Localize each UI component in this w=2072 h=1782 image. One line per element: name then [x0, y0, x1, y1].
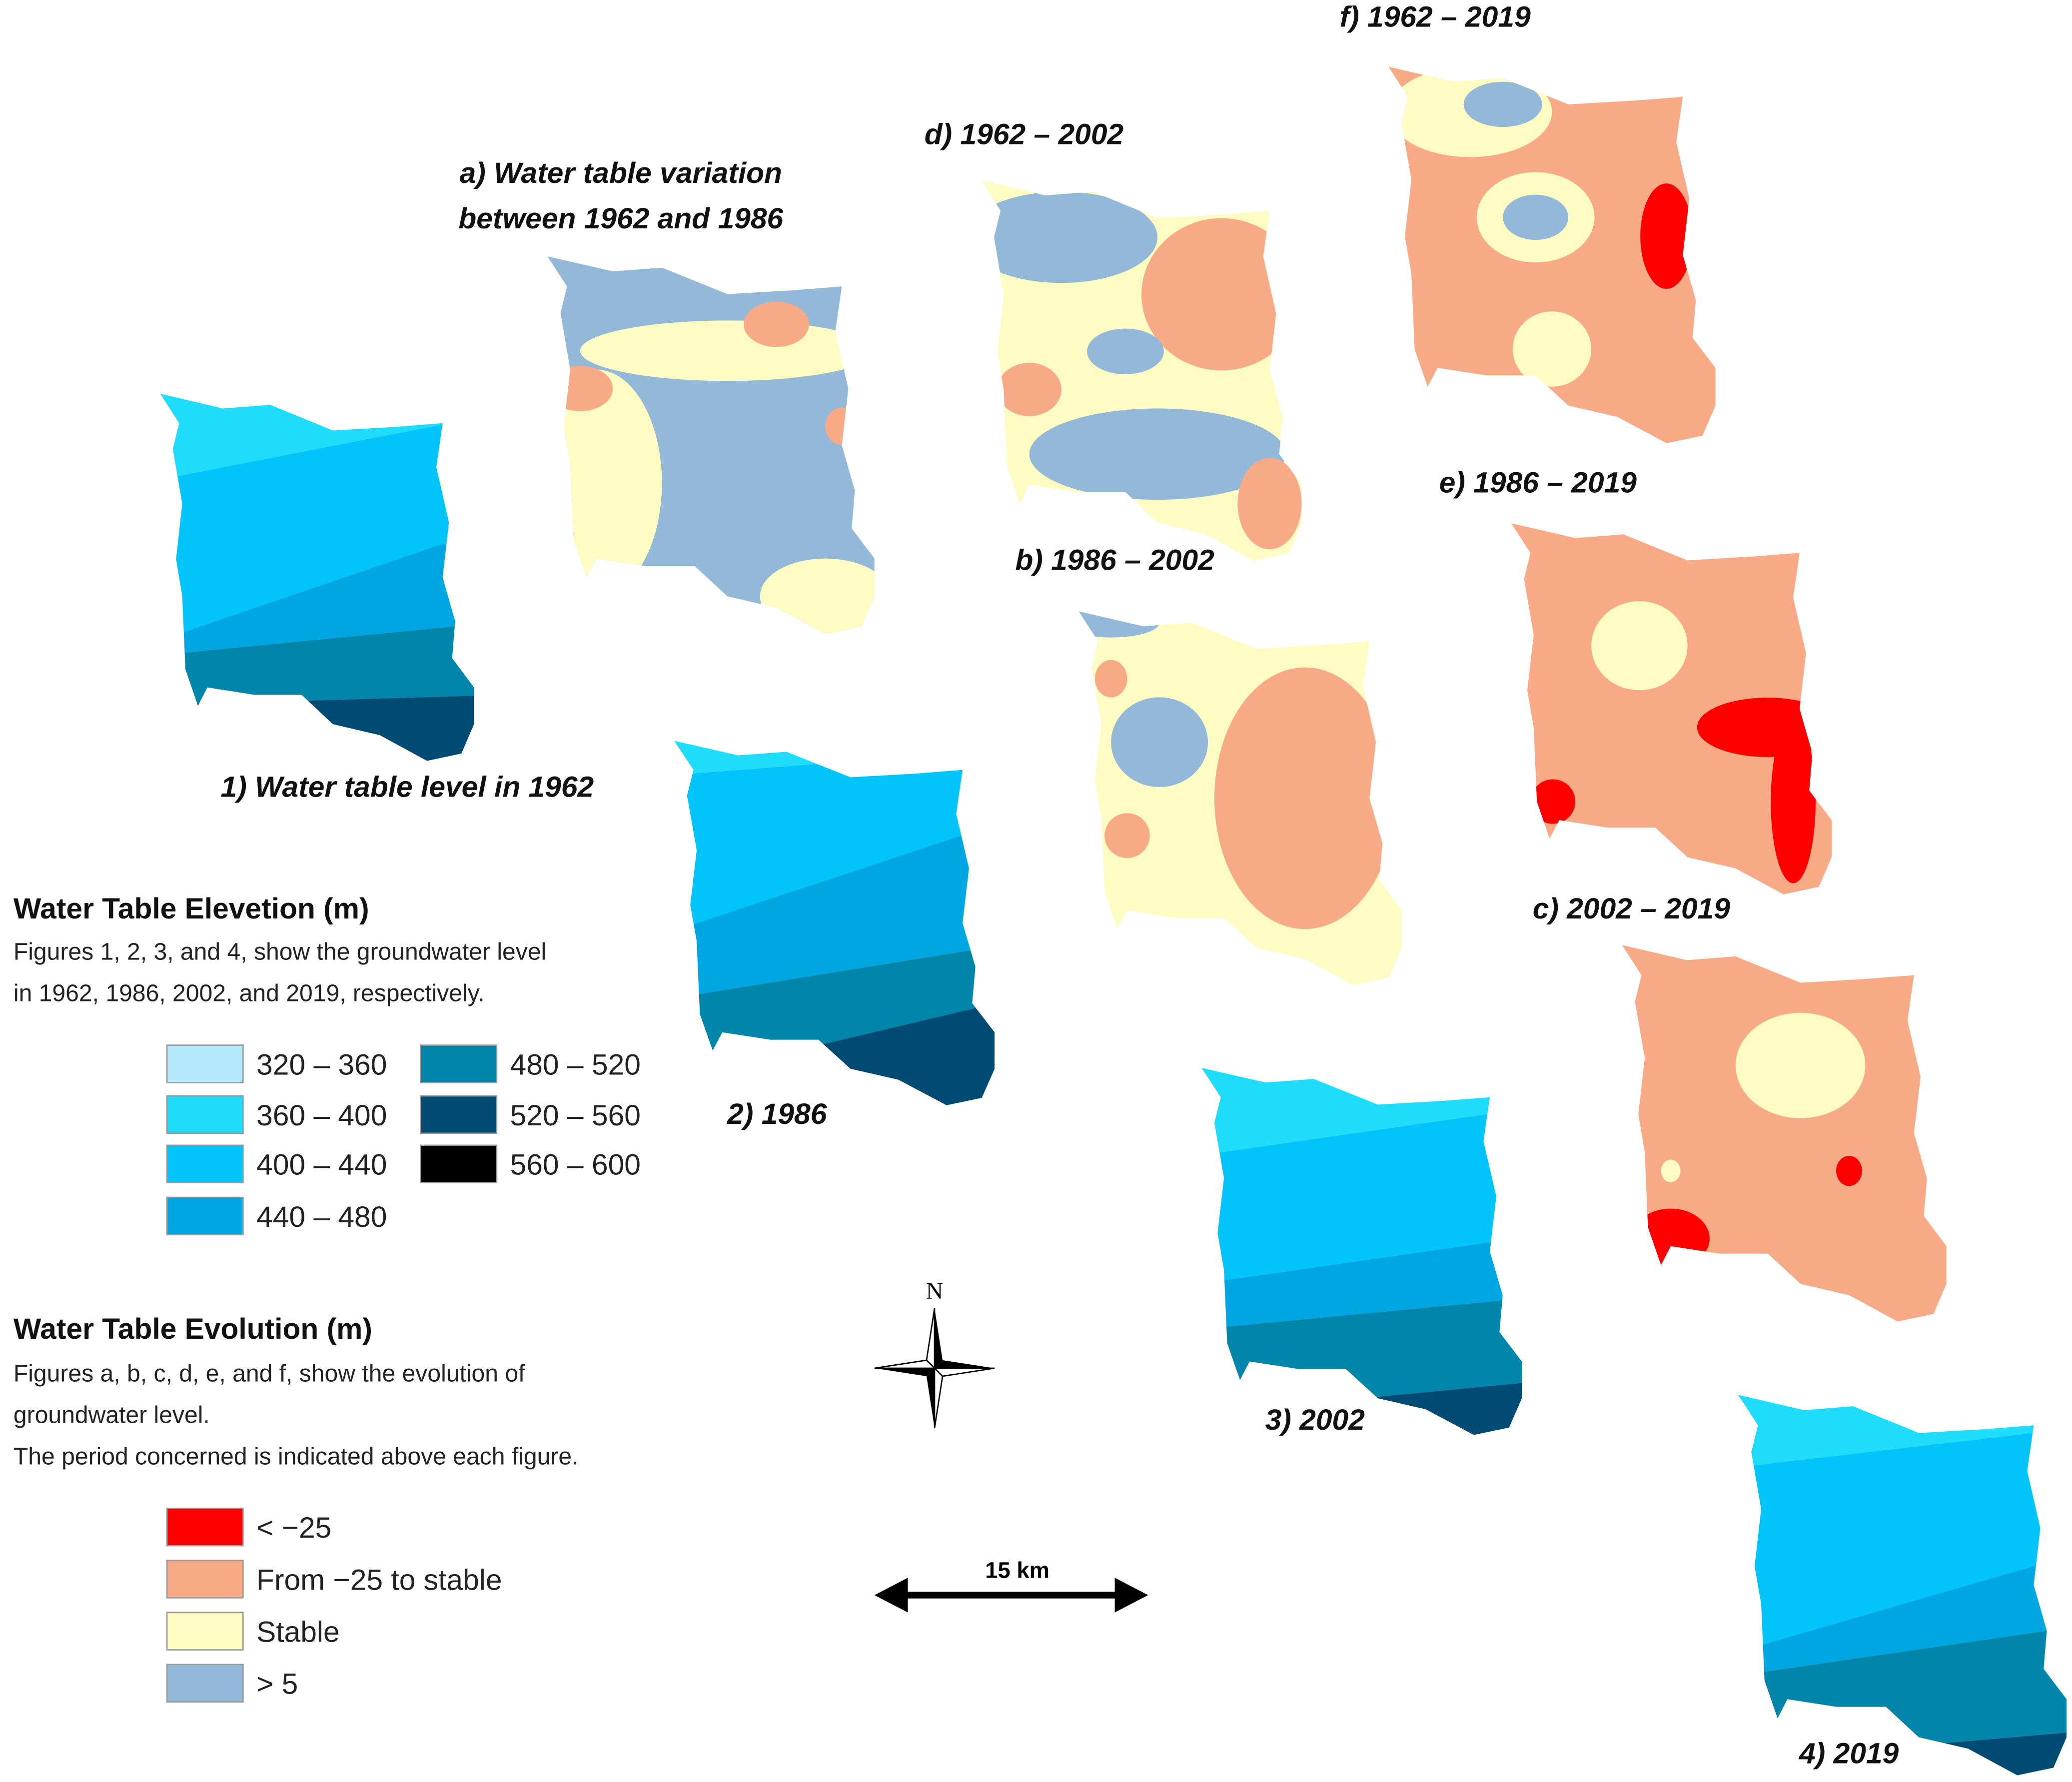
evolution-zone — [1735, 1012, 1866, 1118]
map-label: d) 1962 – 2002 — [925, 118, 1124, 150]
evolution-zone — [1640, 183, 1693, 289]
evolution-zone — [1141, 218, 1302, 371]
legend-swatch — [166, 1560, 244, 1599]
evolution-zone — [547, 366, 613, 411]
evolution-zone — [1078, 611, 1160, 638]
map-label: 1) Water table level in 1962 — [221, 771, 594, 804]
map-label: 2) 1986 — [727, 1098, 827, 1130]
legend-label: 560 – 600 — [510, 1149, 641, 1181]
elevation-map — [160, 393, 474, 761]
legend-title: Water Table Evolution (m) — [13, 1313, 372, 1345]
legend-label: From −25 to stable — [256, 1564, 502, 1596]
map-label: f) 1962 – 2019 — [1340, 0, 1531, 33]
evolution-map — [981, 180, 1302, 561]
evolution-zone — [1237, 458, 1302, 550]
elevation-zone — [160, 412, 474, 651]
elevation-zone — [1738, 1425, 2067, 1662]
legend-title: Water Table Elevetion (m) — [13, 892, 369, 925]
evolution-zone — [760, 558, 875, 634]
evolution-zone — [1591, 601, 1688, 691]
evolution-zone — [1836, 1156, 1862, 1186]
legend-swatch — [166, 1196, 244, 1236]
evolution-zone — [1771, 720, 1816, 884]
evolution-map — [1078, 611, 1402, 985]
evolution-zone — [1697, 698, 1832, 757]
evolution-zone — [1094, 660, 1127, 698]
evolution-zone — [1530, 779, 1576, 824]
evolution-zone — [997, 363, 1061, 416]
elevation-zone — [1738, 1547, 2067, 1681]
evolution-zone — [1622, 945, 1947, 1322]
legend-label: 320 – 360 — [256, 1048, 387, 1081]
evolution-zone — [1087, 328, 1164, 374]
evolution-zone — [1111, 697, 1208, 787]
map-label: 4) 2019 — [1799, 1738, 1899, 1770]
evolution-zone — [744, 301, 809, 347]
map-label: e) 1986 – 2019 — [1439, 467, 1637, 499]
map-label: a) Water table variation — [460, 157, 782, 189]
scale-label: 15 km — [985, 1557, 1049, 1583]
evolution-zone — [825, 407, 859, 445]
evolution-zone — [1661, 1159, 1681, 1182]
evolution-map — [1622, 945, 1947, 1322]
legend-swatch — [420, 1095, 498, 1134]
legend-swatch — [166, 1095, 244, 1134]
map-label: between 1962 and 1986 — [458, 202, 783, 235]
map-label: 3) 2002 — [1265, 1404, 1365, 1436]
elevation-zone — [1201, 1380, 1522, 1435]
elevation-zone — [1201, 1104, 1522, 1288]
elevation-map — [1738, 1395, 2067, 1776]
legend-label: 360 – 400 — [256, 1099, 387, 1132]
evolution-zone — [981, 191, 1158, 283]
evolution-map — [547, 256, 875, 634]
legend-swatch — [166, 1508, 244, 1547]
legend-description: The period concerned is indicated above … — [13, 1443, 579, 1470]
elevation-zone — [1201, 1233, 1522, 1332]
legend-description: groundwater level. — [13, 1401, 210, 1428]
elevation-map — [674, 741, 995, 1105]
elevation-zone — [160, 621, 474, 706]
elevation-zone — [160, 695, 474, 761]
evolution-zone — [1214, 667, 1395, 929]
legend-description: in 1962, 1986, 2002, and 2019, respectiv… — [13, 979, 485, 1006]
legend-label: < −25 — [256, 1512, 331, 1544]
legend-swatch — [166, 1664, 244, 1703]
legend-swatch — [166, 1044, 244, 1083]
legend-label: > 5 — [256, 1668, 298, 1701]
evolution-zone — [1503, 194, 1569, 240]
map-label: b) 1986 – 2002 — [1015, 544, 1214, 577]
evolution-map — [1388, 66, 1716, 443]
legend-label: Stable — [256, 1616, 340, 1649]
legend-description: Figures 1, 2, 3, and 4, show the groundw… — [13, 938, 546, 965]
elevation-zone — [674, 748, 995, 941]
legend-swatch — [420, 1144, 498, 1183]
elevation-zone — [674, 741, 995, 778]
compass: N — [874, 1278, 995, 1429]
elevation-zone — [160, 522, 474, 658]
legend-swatch — [420, 1044, 498, 1083]
map-label: c) 2002 – 2019 — [1533, 892, 1731, 925]
legend-swatch — [166, 1612, 244, 1651]
legend-label: 440 – 480 — [256, 1201, 387, 1233]
evolution-zone — [580, 320, 875, 381]
evolution-zone — [1104, 813, 1150, 859]
legend-description: Figures a, b, c, d, e, and f, show the e… — [13, 1360, 525, 1387]
evolution-zone — [1512, 311, 1591, 387]
legend-label: 400 – 440 — [256, 1149, 387, 1181]
elevation-zone — [1738, 1395, 2067, 1471]
evolution-zone — [1029, 408, 1286, 500]
evolution-zone — [1463, 81, 1542, 127]
evolution-zone — [1632, 1208, 1710, 1269]
evolution-map — [1511, 523, 1832, 894]
scale-bar: 15 km — [874, 1557, 1148, 1613]
compass-label: N — [926, 1278, 944, 1304]
legend-label: 520 – 560 — [510, 1099, 641, 1132]
elevation-zone — [674, 814, 995, 1003]
legend-label: 480 – 520 — [510, 1048, 641, 1081]
legend-swatch — [166, 1144, 244, 1183]
